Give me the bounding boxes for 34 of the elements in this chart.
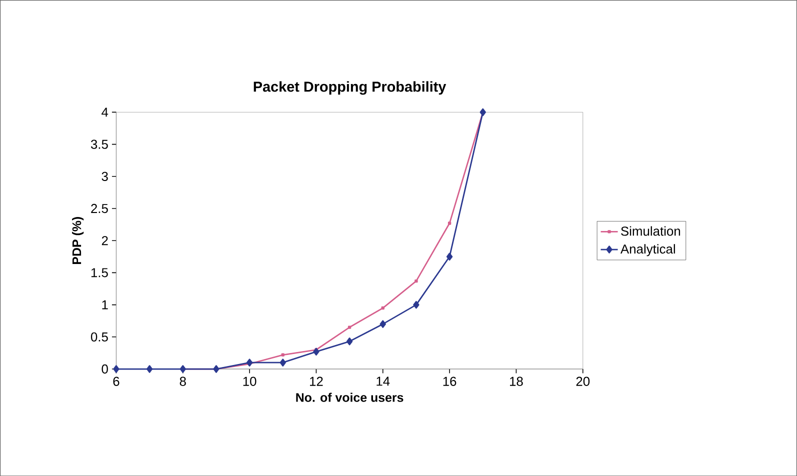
x-axis-title: No. of voice users (296, 392, 404, 402)
point (146, 365, 153, 373)
y-tick-label: 2 (102, 236, 108, 246)
x-tick-label: 10 (243, 376, 256, 386)
point (213, 365, 220, 373)
point (313, 348, 320, 356)
legend-label: Simulation (621, 226, 680, 236)
x-tick-label: 12 (310, 376, 323, 386)
point (380, 320, 386, 328)
x-tick-label: 18 (510, 376, 523, 386)
legend-label: Analytical (620, 244, 675, 256)
point (446, 252, 453, 260)
point (413, 300, 420, 309)
point (246, 358, 253, 366)
y-tick-label: 4 (102, 108, 108, 117)
x-tick-label: 8 (180, 376, 186, 386)
point (280, 358, 286, 366)
y-tick-label: 2.5 (91, 204, 108, 213)
point (480, 108, 486, 116)
y-tick-label: 0 (102, 364, 108, 374)
x-tick-label: 20 (576, 376, 590, 386)
x-tick-label: 14 (376, 376, 390, 386)
chart-title: Packet Dropping Probability (254, 81, 446, 95)
x-tick-label: 16 (443, 376, 456, 386)
y-tick-label: 3.5 (90, 140, 108, 149)
y-tick-label: 3 (102, 172, 108, 181)
point (346, 337, 353, 346)
y-tick-label: 1 (102, 300, 108, 310)
x-tick-label: 6 (113, 376, 120, 386)
point (180, 365, 186, 373)
y-axis-title: PDP (%) (72, 216, 84, 264)
point (113, 365, 120, 373)
y-tick-label: 0.5 (90, 332, 108, 342)
y-tick-label: 1.5 (91, 268, 108, 278)
